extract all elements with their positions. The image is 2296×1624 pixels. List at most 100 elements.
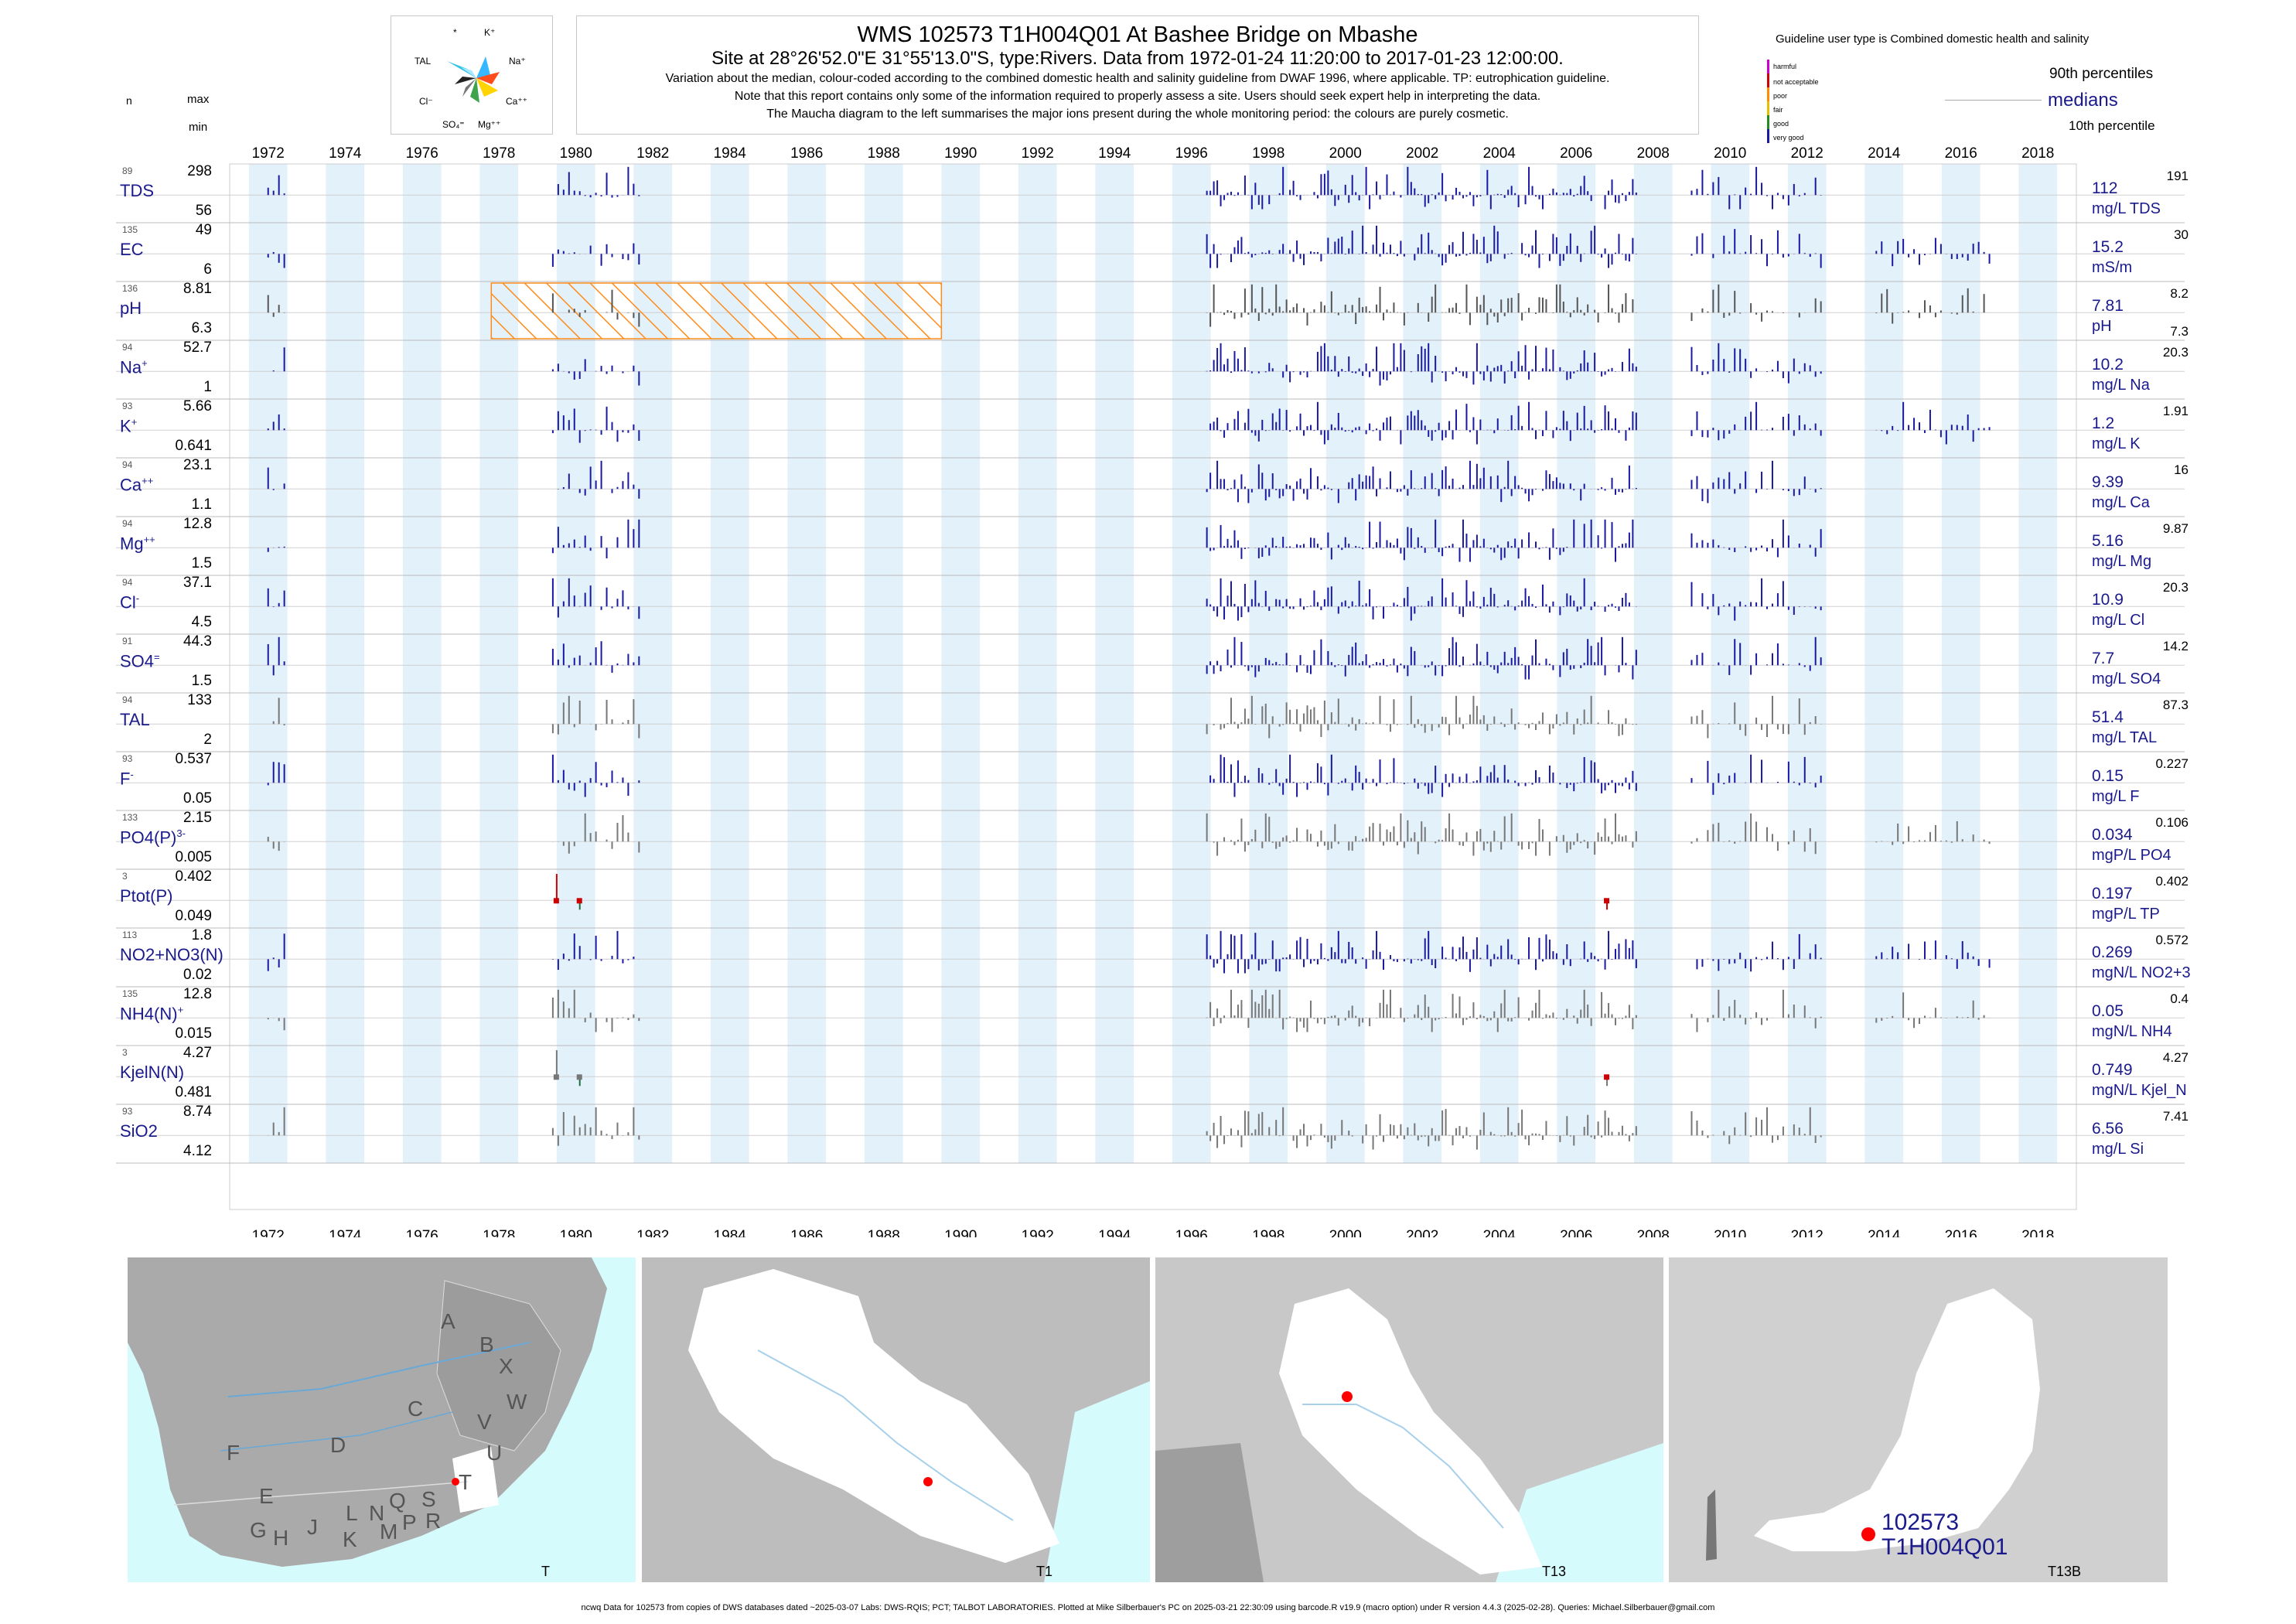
map-panel-1: A B X W C D V U F T E G H J L N Q S K M … — [128, 1257, 636, 1582]
row-label-Cl: Cl- — [120, 592, 140, 612]
ph-hatch-region — [490, 282, 943, 339]
row-n: 94 — [122, 342, 133, 353]
row-p10: 7.3 — [2170, 324, 2189, 339]
map-letter: P — [402, 1510, 417, 1534]
row-min: 1 — [203, 379, 212, 395]
header-min: min — [189, 121, 208, 134]
x-tick-label-bottom: 1992 — [1022, 1228, 1054, 1237]
maucha-label: K⁺ — [484, 27, 495, 38]
legend-good: good — [1773, 120, 1789, 128]
x-tick-label-top: 2018 — [2021, 145, 2054, 162]
row-median: 0.749 — [2092, 1061, 2133, 1079]
row-max: 298 — [187, 163, 212, 179]
x-tick-label-bottom: 1996 — [1175, 1228, 1208, 1237]
variable-rows: TDS 89 298 56 112 191 mg/L TDS EC 135 49 6 15.2 30 mS… — [120, 163, 2191, 1159]
note-1: Variation about the median, colour-coded… — [665, 72, 1610, 85]
row-min: 1.5 — [191, 555, 212, 571]
row-unit: mS/m — [2092, 259, 2133, 276]
data-point — [1604, 1074, 1610, 1080]
legend-p10: 10th percentile — [2069, 118, 2155, 133]
row-p90: 4.27 — [2162, 1050, 2189, 1065]
x-tick-label-bottom: 1986 — [790, 1228, 823, 1237]
row-unit: mgP/L PO4 — [2092, 847, 2171, 864]
maucha-label: TAL — [415, 56, 431, 67]
x-tick-label-top: 1974 — [329, 145, 362, 162]
series-pH — [267, 284, 1991, 327]
map-letter: J — [307, 1515, 318, 1539]
year-band — [326, 164, 365, 1163]
data-point — [576, 1074, 582, 1080]
row-p90: 0.106 — [2155, 815, 2189, 830]
row-median: 112 — [2092, 179, 2118, 197]
map-letter: N — [369, 1501, 384, 1525]
year-band — [1787, 164, 1827, 1163]
data-point — [576, 898, 582, 904]
x-tick-label-top: 2010 — [1714, 145, 1746, 162]
x-tick-label-top: 1994 — [1098, 145, 1131, 162]
map-caption: T13B — [2048, 1564, 2081, 1579]
row-max: 8.74 — [183, 1104, 212, 1120]
row-max: 8.81 — [183, 281, 212, 297]
row-label-SiO2: SiO2 — [120, 1121, 158, 1141]
row-unit: mg/L Na — [2092, 377, 2150, 394]
x-tick-label-bottom: 1972 — [252, 1228, 285, 1237]
series-Cl — [267, 578, 1822, 621]
row-label-sup: + — [177, 1004, 184, 1015]
data-point — [553, 1074, 559, 1080]
series-TDS — [267, 166, 1822, 210]
row-max: 49 — [195, 222, 212, 238]
series-Ptot(P) — [553, 874, 1610, 910]
row-median: 6.56 — [2092, 1120, 2124, 1138]
row-unit: mg/L K — [2092, 435, 2141, 452]
x-tick-label-bottom: 1988 — [868, 1228, 900, 1237]
row-label-KjelN(N): KjelN(N) — [120, 1063, 185, 1082]
map-letter: F — [227, 1441, 240, 1465]
row-max: 44.3 — [183, 633, 212, 650]
map-letter: R — [425, 1509, 441, 1533]
row-label-sup: - — [130, 769, 134, 780]
map-letter: D — [330, 1433, 346, 1457]
title-box: WMS 102573 T1H004Q01 At Bashee Bridge on… — [576, 15, 1699, 135]
map-letter: E — [259, 1484, 274, 1508]
year-band — [1095, 164, 1134, 1163]
maucha-label: Na⁺ — [509, 56, 526, 67]
row-max: 1.8 — [191, 927, 212, 943]
footer-note: ncwq Data for 102573 from copies of DWS … — [581, 1603, 1715, 1612]
row-label-EC: EC — [120, 240, 144, 259]
map-south-africa: A B X W C D V U F T E G H J L N Q S K M … — [128, 1257, 607, 1579]
row-median: 5.16 — [2092, 532, 2124, 550]
row-label-sup: ++ — [143, 534, 155, 545]
series-F — [267, 754, 1822, 797]
x-tick-label-bottom: 2010 — [1714, 1228, 1746, 1237]
map-letter: K — [343, 1527, 357, 1551]
map-catchment-t1: T1 — [688, 1269, 1150, 1582]
row-label-Ptot(P): Ptot(P) — [120, 886, 173, 906]
row-n: 135 — [122, 988, 138, 999]
row-max: 4.27 — [183, 1045, 212, 1061]
row-unit: mgN/L NH4 — [2092, 1023, 2172, 1040]
map-letter: H — [273, 1526, 288, 1550]
map-panel-4: 102573 T1H004Q01 T13B — [1669, 1257, 2168, 1582]
row-max: 23.1 — [183, 457, 212, 473]
map-caption: T13 — [1542, 1564, 1566, 1579]
series-EC — [267, 225, 1991, 268]
row-median: 10.2 — [2092, 356, 2124, 374]
row-label-pH: pH — [120, 299, 142, 318]
row-median: 0.197 — [2092, 885, 2133, 902]
row-label-F: F- — [120, 769, 134, 789]
row-n: 93 — [122, 753, 133, 764]
row-unit: mgN/L NO2+3 — [2092, 964, 2191, 981]
row-min: 0.05 — [183, 790, 212, 807]
row-unit: mg/L TDS — [2092, 200, 2161, 217]
row-min: 0.005 — [175, 849, 212, 865]
plot-frame — [229, 163, 2077, 1210]
year-band — [402, 164, 442, 1163]
row-min: 1.1 — [191, 496, 212, 513]
x-tick-label-bottom: 1974 — [329, 1228, 362, 1237]
x-tick-label-bottom: 2000 — [1329, 1228, 1362, 1237]
legend-p90: 90th percentiles — [2049, 66, 2154, 82]
legend-medians: medians — [2048, 90, 2118, 111]
row-median: 51.4 — [2092, 708, 2124, 726]
map-letter: V — [477, 1410, 492, 1434]
year-band — [1711, 164, 1750, 1163]
